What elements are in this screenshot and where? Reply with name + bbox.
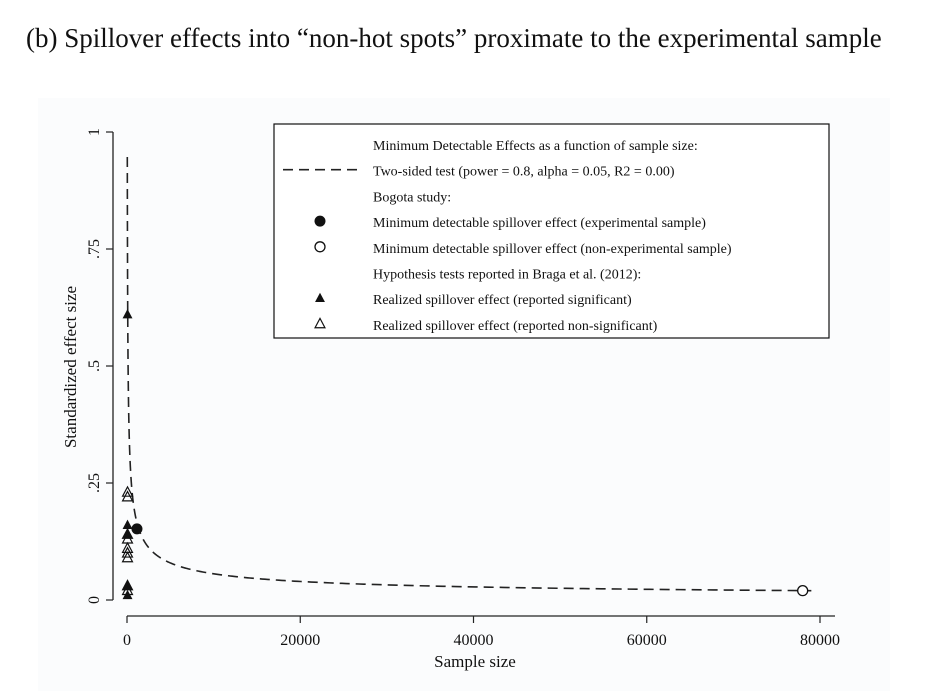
legend-entry-label: Minimum Detectable Effects as a function…: [373, 139, 698, 154]
filled-triangle-data-point: [122, 309, 133, 319]
figure-caption: (b) Spillover effects into “non-hot spot…: [26, 23, 882, 53]
legend-open-circle-symbol: [314, 241, 326, 253]
x-tick-label: 20000: [280, 632, 320, 649]
x-tick-label: 80000: [800, 632, 840, 649]
open-triangle-data-point: [121, 551, 134, 563]
legend-entry-label: Hypothesis tests reported in Braga et al…: [373, 268, 641, 283]
open-triangle-data-point: [121, 583, 134, 596]
legend-box: [273, 123, 830, 339]
axes: 0 20000 40000 60000 80000 0 .25 .5 .75 1: [86, 128, 840, 649]
legend-entry-label: Bogota study:: [373, 190, 451, 205]
y-axis-label: Standardized effect size: [61, 286, 80, 448]
filled-circle-data-point: [131, 523, 143, 535]
legend-entry-label: Minimum detectable spillover effect (non…: [373, 242, 732, 257]
legend-filled-circle-symbol: [314, 215, 326, 227]
y-tick-label: 0: [86, 596, 103, 604]
x-axis-label: Sample size: [434, 652, 516, 671]
x-tick-label: 40000: [454, 632, 494, 649]
x-tick-label: 60000: [627, 632, 667, 649]
x-tick-label: 0: [123, 632, 131, 649]
y-tick-label: .5: [86, 360, 103, 372]
open-triangle-data-point: [121, 490, 134, 502]
open-triangle-data-point: [121, 527, 134, 539]
mde-curve-line: [126, 156, 812, 592]
open-circle-data-point: [797, 584, 809, 597]
legend-open-triangle-symbol: [314, 317, 326, 329]
legend-entry-label: Minimum detectable spillover effect (exp…: [373, 216, 706, 231]
y-tick-label: 1: [86, 128, 103, 136]
y-tick-label: .25: [86, 473, 103, 493]
y-tick-label: .75: [86, 239, 103, 259]
legend-entry-label: Two-sided test (power = 0.8, alpha = 0.0…: [373, 165, 675, 180]
marks-layer: [121, 309, 809, 600]
legend-entry-label: Realized spillover effect (reported sign…: [373, 293, 632, 308]
legend-entry-label: Realized spillover effect (reported non-…: [373, 319, 658, 334]
filled-triangle-data-point: [122, 519, 133, 529]
legend: Minimum Detectable Effects as a function…: [273, 123, 830, 339]
open-triangle-data-point: [121, 546, 134, 558]
open-triangle-data-point: [121, 485, 134, 497]
mde-curve-layer: [126, 156, 812, 592]
legend-filled-triangle-symbol: [315, 292, 325, 303]
open-triangle-data-point: [121, 579, 134, 591]
